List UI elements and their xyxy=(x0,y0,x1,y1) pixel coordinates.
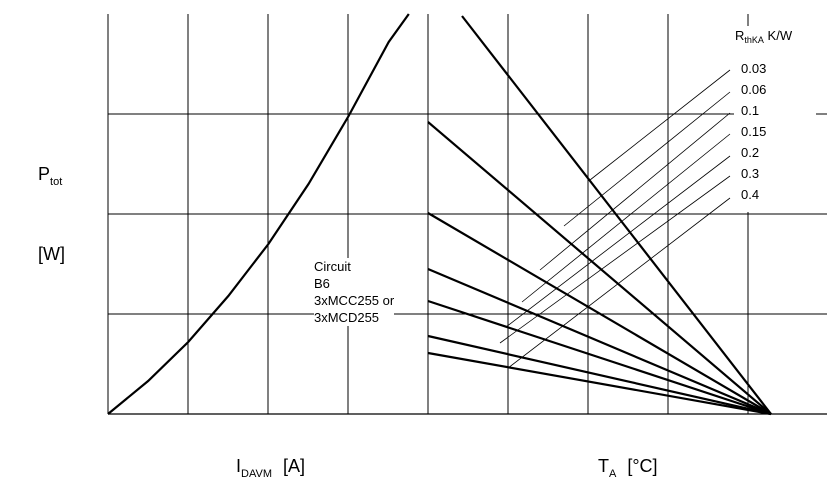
leader-line xyxy=(507,197,731,369)
power-curve xyxy=(107,13,410,415)
circuit-annotation: Circuit B6 3xMCC255 or 3xMCD255 xyxy=(314,258,395,326)
x-right-unit: [°C] xyxy=(627,456,658,476)
legend-item: 0.06 xyxy=(741,82,767,97)
legend-unit: K/W xyxy=(767,28,793,43)
legend-item: 0.2 xyxy=(741,145,760,160)
legend-title: RthKA K/W xyxy=(735,28,793,45)
legend-item: 0.03 xyxy=(741,61,767,76)
leader-line xyxy=(505,155,731,328)
x-right-symbol: T xyxy=(598,456,609,476)
rthka-line-0.15 xyxy=(427,267,772,416)
y-axis-label: Ptot xyxy=(38,164,63,188)
leader-line xyxy=(539,112,731,271)
x-left-unit: [A] xyxy=(283,456,306,476)
y-axis-subscript: tot xyxy=(50,176,63,188)
legend-item: 0.1 xyxy=(741,103,760,118)
grid-lines xyxy=(107,14,827,415)
rthka-line-0.4 xyxy=(427,351,772,416)
legend-backdrop xyxy=(734,26,816,212)
leader-line xyxy=(499,175,731,344)
x-left-symbol: I xyxy=(236,456,242,476)
legend-item: 0.3 xyxy=(741,166,760,181)
legend-item: 0.4 xyxy=(741,187,760,202)
y-axis-symbol: P xyxy=(38,164,51,184)
rthka-line-0.3 xyxy=(427,334,772,416)
circuit-line: Circuit xyxy=(314,259,351,274)
circuit-line: 3xMCC255 or xyxy=(314,293,395,308)
leader-line xyxy=(521,133,731,303)
rthka-line-0.03 xyxy=(461,15,772,415)
x-right-subscript: A xyxy=(609,468,617,480)
legend-symbol: R xyxy=(735,28,745,43)
circuit-line: B6 xyxy=(314,276,330,291)
rthka-line-0.1 xyxy=(427,212,772,415)
x-axis-right-label: TA [°C] xyxy=(598,456,658,480)
legend-subscript: thKA xyxy=(744,35,764,45)
rthka-line-0.06 xyxy=(427,121,772,415)
legend-item: 0.15 xyxy=(741,124,767,139)
rthka-line-0.2 xyxy=(427,299,772,416)
x-axis-left-label: IDAVM [A] xyxy=(236,456,306,480)
rthka-leader-lines xyxy=(499,69,826,369)
x-left-subscript: DAVM xyxy=(241,468,272,480)
series-lines xyxy=(107,13,772,416)
circuit-line: 3xMCD255 xyxy=(314,310,380,325)
leader-line xyxy=(563,91,731,227)
leader-line xyxy=(589,69,731,181)
y-axis-unit: [W] xyxy=(38,244,65,264)
